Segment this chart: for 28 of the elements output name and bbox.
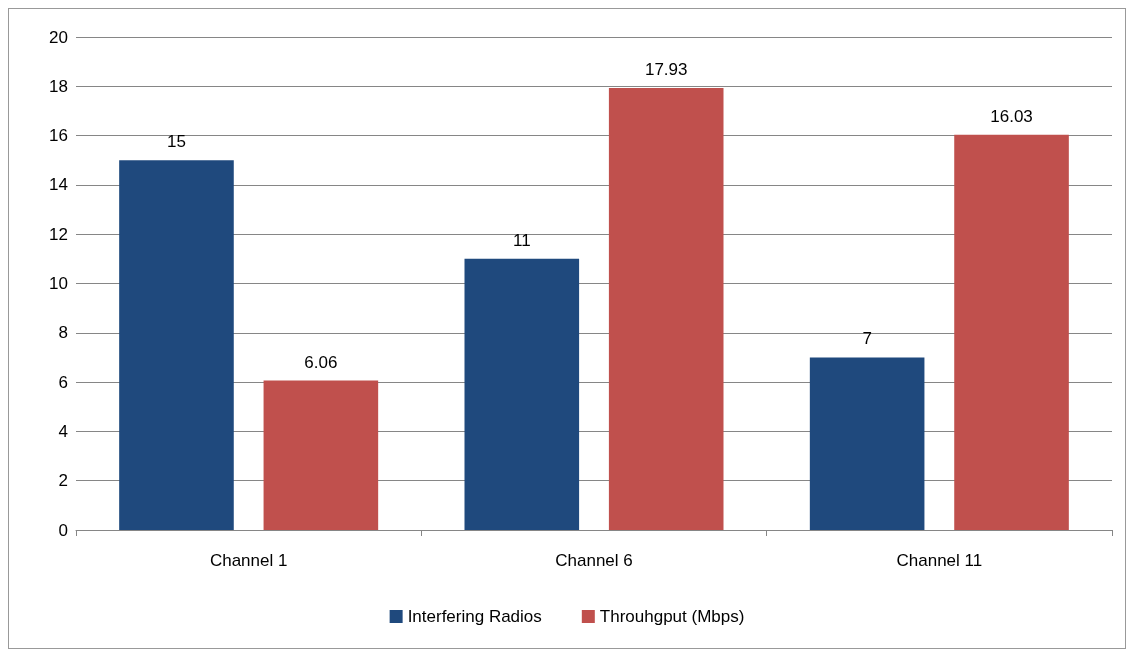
y-tick-label: 8 bbox=[58, 323, 68, 343]
bar bbox=[809, 357, 925, 530]
y-tick-label: 6 bbox=[58, 372, 68, 392]
y-tick-label: 4 bbox=[58, 421, 68, 441]
y-tick-label: 18 bbox=[49, 76, 68, 96]
legend-label: Interfering Radios bbox=[407, 607, 542, 626]
y-tick-label: 16 bbox=[49, 126, 68, 146]
bar bbox=[464, 258, 580, 530]
bar bbox=[263, 380, 379, 530]
y-tick-label: 20 bbox=[49, 27, 68, 47]
data-label: 15 bbox=[167, 132, 186, 152]
legend-label: Throuhgput (Mbps) bbox=[599, 607, 745, 626]
bar bbox=[954, 134, 1069, 530]
data-label: 17.93 bbox=[644, 60, 688, 80]
y-tick-label: 12 bbox=[49, 224, 68, 244]
data-label: 16.03 bbox=[990, 106, 1033, 126]
bar bbox=[119, 160, 234, 530]
data-label: 7 bbox=[862, 329, 872, 349]
x-tick-label: Channel 1 bbox=[209, 551, 288, 570]
x-tick-label: Channel 11 bbox=[896, 551, 983, 570]
x-tick-label: Channel 6 bbox=[555, 551, 633, 570]
data-label: 6.06 bbox=[304, 352, 338, 372]
data-label: 11 bbox=[512, 230, 531, 250]
bar bbox=[608, 88, 724, 530]
y-tick-label: 14 bbox=[49, 175, 68, 195]
y-tick-label: 2 bbox=[58, 471, 68, 491]
y-tick-label: 0 bbox=[58, 520, 68, 540]
y-tick-label: 10 bbox=[49, 274, 68, 293]
